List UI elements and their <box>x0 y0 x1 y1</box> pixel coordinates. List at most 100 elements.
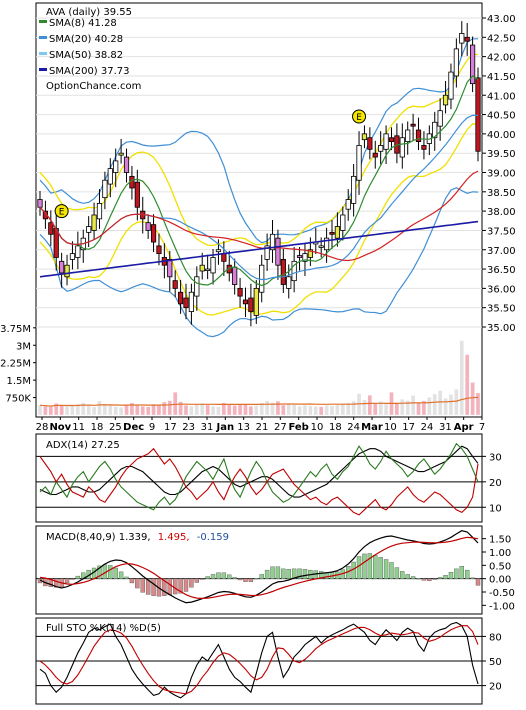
candle-body <box>280 259 286 285</box>
volume-tick-label: 2.25M <box>0 359 31 370</box>
legend-sma20: SMA(20) 40.28 <box>49 34 123 45</box>
candle-body <box>75 245 81 258</box>
candle-body <box>334 226 341 239</box>
sma8-line <box>39 75 479 287</box>
candle-body <box>215 249 222 253</box>
macd-histogram-bar <box>237 578 243 581</box>
volume-bars <box>37 340 481 416</box>
candle-body <box>123 156 130 173</box>
volume-bar <box>437 390 443 416</box>
candle-body <box>167 259 173 278</box>
price-tick-label: 39.00 <box>487 169 516 180</box>
earnings-marker-label: E <box>356 113 362 123</box>
candle-body <box>410 123 416 127</box>
volume-bar <box>373 402 378 416</box>
sma-legend: SMA(8) 41.28 SMA(20) 40.28 SMA(50) 38.82… <box>39 18 141 92</box>
volume-bar <box>81 402 86 416</box>
macd-histogram-bar <box>145 578 151 595</box>
volume-bar <box>210 406 216 416</box>
volume-bar <box>194 403 199 416</box>
volume-bar <box>324 405 329 416</box>
macd-histogram-bar <box>151 578 156 596</box>
bollinger-lower <box>39 187 479 338</box>
price-tick-label: 43.00 <box>487 14 516 25</box>
macd-histogram-bar <box>432 578 437 580</box>
macd-histogram-bar <box>410 576 416 579</box>
candle-body <box>48 222 54 235</box>
candle-body <box>378 145 384 152</box>
macd-histogram-bar <box>275 566 281 579</box>
adx-series-line <box>39 447 479 516</box>
macd-histogram-bar <box>448 572 454 579</box>
macd-histogram-bar <box>221 572 227 579</box>
price-chart-title: AVA (daily) 39.55 <box>46 7 132 18</box>
candle-body <box>59 260 65 274</box>
sto-tick-label: 50 <box>489 657 502 668</box>
volume-bar <box>351 400 356 416</box>
volume-bar <box>221 402 227 416</box>
macd-histogram-bar <box>437 577 443 579</box>
legend-sma8: SMA(8) 41.28 <box>49 18 117 29</box>
price-tick-label: 37.00 <box>487 246 516 257</box>
candle-body <box>113 160 119 173</box>
volume-tick-label: 3M <box>16 341 31 352</box>
macd-histogram-bar <box>475 578 481 586</box>
volume-bar <box>281 404 286 416</box>
candle-body <box>291 260 297 282</box>
volume-bar <box>75 404 81 416</box>
candle-body <box>275 237 281 266</box>
date-tick-label: 28 <box>36 422 49 433</box>
legend-swatch-sma20 <box>39 36 47 39</box>
volume-bar <box>400 399 405 416</box>
volume-bar <box>189 406 194 416</box>
candle-body <box>469 44 476 85</box>
watermark: OptionChance.com <box>46 81 141 92</box>
bollinger-bands <box>39 38 479 338</box>
macd-histogram-bar <box>302 569 308 579</box>
macd-histogram-bar <box>172 578 178 595</box>
legend-sma200: SMA(200) 37.73 <box>49 66 130 77</box>
candle-body <box>323 237 330 251</box>
volume-bar <box>135 405 140 416</box>
candle-body <box>194 276 200 297</box>
candle-body <box>372 152 378 158</box>
volume-bar <box>340 403 345 416</box>
volume-bar <box>173 392 178 416</box>
macd-histogram-bar <box>464 569 470 579</box>
macd-tick-label: -1.00 <box>489 601 515 612</box>
earnings-marker-label: E <box>59 208 65 218</box>
volume-bar <box>362 399 367 416</box>
macd-histogram-bar <box>48 578 54 587</box>
date-tick-label: Dec <box>123 422 144 433</box>
sma200-line <box>39 220 479 278</box>
price-tick-label: 35.50 <box>487 304 516 315</box>
candle-body <box>199 264 205 272</box>
macd-histogram-bar <box>394 567 400 579</box>
candle-body <box>361 133 368 141</box>
volume-bar <box>108 405 113 416</box>
volume-bar <box>275 400 281 416</box>
earnings-markers: EE <box>54 109 367 219</box>
volume-bar <box>118 407 124 416</box>
macd-histogram-bar <box>124 576 129 579</box>
volume-bar <box>297 406 302 416</box>
date-tick-label: 7 <box>479 422 485 433</box>
volume-bar <box>91 406 97 416</box>
price-tick-label: 38.00 <box>487 207 516 218</box>
macd-histogram-bar <box>421 578 427 581</box>
volume-bar <box>140 406 145 416</box>
candle-body <box>64 264 70 278</box>
macd-histogram-bar <box>443 575 448 579</box>
candle-body <box>226 264 232 274</box>
macd-histogram-bar <box>254 578 259 580</box>
candle-body <box>237 287 243 297</box>
volume-bar <box>335 404 340 416</box>
volume-bar <box>308 405 313 416</box>
sto-tick-label: 80 <box>489 632 502 643</box>
volume-bar <box>70 405 75 416</box>
candle-body <box>340 214 346 231</box>
date-tick-label: 25 <box>109 422 122 433</box>
macd-histogram-bar <box>259 574 264 579</box>
macd-histogram-bar <box>362 553 367 579</box>
